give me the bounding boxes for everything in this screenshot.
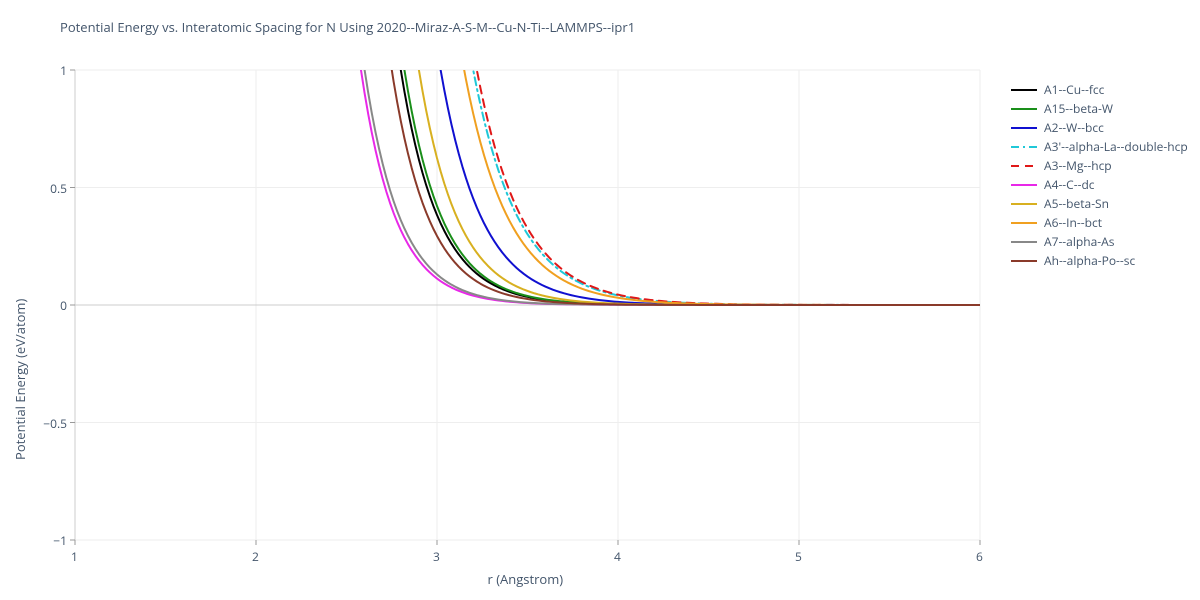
x-axis-label: r (Angstrom) xyxy=(488,570,564,588)
legend-item[interactable]: A7--alpha-As xyxy=(1010,232,1188,251)
legend-label: A3'--alpha-La--double-hcp xyxy=(1044,138,1188,155)
legend-swatch xyxy=(1010,235,1038,249)
legend-item[interactable]: A1--Cu--fcc xyxy=(1010,80,1188,99)
series-line xyxy=(75,0,980,305)
legend-label: A1--Cu--fcc xyxy=(1044,81,1104,98)
legend-item[interactable]: A6--In--bct xyxy=(1010,213,1188,232)
series-line xyxy=(75,0,980,305)
y-tick-label: 0.5 xyxy=(50,180,67,197)
series-line xyxy=(75,0,980,305)
x-tick-label: 3 xyxy=(433,548,440,565)
y-tick-label: −0.5 xyxy=(43,415,67,432)
series-line xyxy=(75,0,980,305)
x-tick-label: 4 xyxy=(614,548,621,565)
x-tick-label: 2 xyxy=(252,548,259,565)
legend-item[interactable]: A5--beta-Sn xyxy=(1010,194,1188,213)
chart-title: Potential Energy vs. Interatomic Spacing… xyxy=(60,18,635,36)
series-line xyxy=(75,0,980,305)
legend: A1--Cu--fcc A15--beta-W A2--W--bcc A3'--alp… xyxy=(1010,80,1188,270)
legend-swatch xyxy=(1010,178,1038,192)
legend-label: A4--C--dc xyxy=(1044,176,1095,193)
legend-swatch xyxy=(1010,216,1038,230)
series-line xyxy=(75,0,980,305)
y-tick-label: 0 xyxy=(60,297,67,314)
legend-item[interactable]: A15--beta-W xyxy=(1010,99,1188,118)
legend-label: A5--beta-Sn xyxy=(1044,195,1109,212)
series-line xyxy=(75,0,980,305)
legend-item[interactable]: A3'--alpha-La--double-hcp xyxy=(1010,137,1188,156)
series-line xyxy=(75,0,980,305)
legend-label: A2--W--bcc xyxy=(1044,119,1104,136)
x-tick-label: 5 xyxy=(795,548,802,565)
legend-label: A15--beta-W xyxy=(1044,100,1113,117)
legend-swatch xyxy=(1010,254,1038,268)
chart-container: Potential Energy vs. Interatomic Spacing… xyxy=(0,0,1200,600)
legend-label: Ah--alpha-Po--sc xyxy=(1044,252,1135,269)
legend-swatch xyxy=(1010,159,1038,173)
legend-swatch xyxy=(1010,140,1038,154)
y-axis-label: Potential Energy (eV/atom) xyxy=(11,299,29,460)
y-tick-label: 1 xyxy=(60,62,67,79)
legend-item[interactable]: A3--Mg--hcp xyxy=(1010,156,1188,175)
legend-label: A6--In--bct xyxy=(1044,214,1102,231)
x-tick-label: 1 xyxy=(71,548,78,565)
series-line xyxy=(75,0,980,305)
legend-swatch xyxy=(1010,197,1038,211)
legend-item[interactable]: Ah--alpha-Po--sc xyxy=(1010,251,1188,270)
legend-label: A3--Mg--hcp xyxy=(1044,157,1112,174)
legend-swatch xyxy=(1010,102,1038,116)
y-tick-label: −1 xyxy=(53,532,67,549)
x-tick-label: 6 xyxy=(976,548,983,565)
legend-item[interactable]: A2--W--bcc xyxy=(1010,118,1188,137)
legend-swatch xyxy=(1010,121,1038,135)
legend-item[interactable]: A4--C--dc xyxy=(1010,175,1188,194)
legend-swatch xyxy=(1010,83,1038,97)
legend-label: A7--alpha-As xyxy=(1044,233,1114,250)
series-line xyxy=(75,0,980,305)
